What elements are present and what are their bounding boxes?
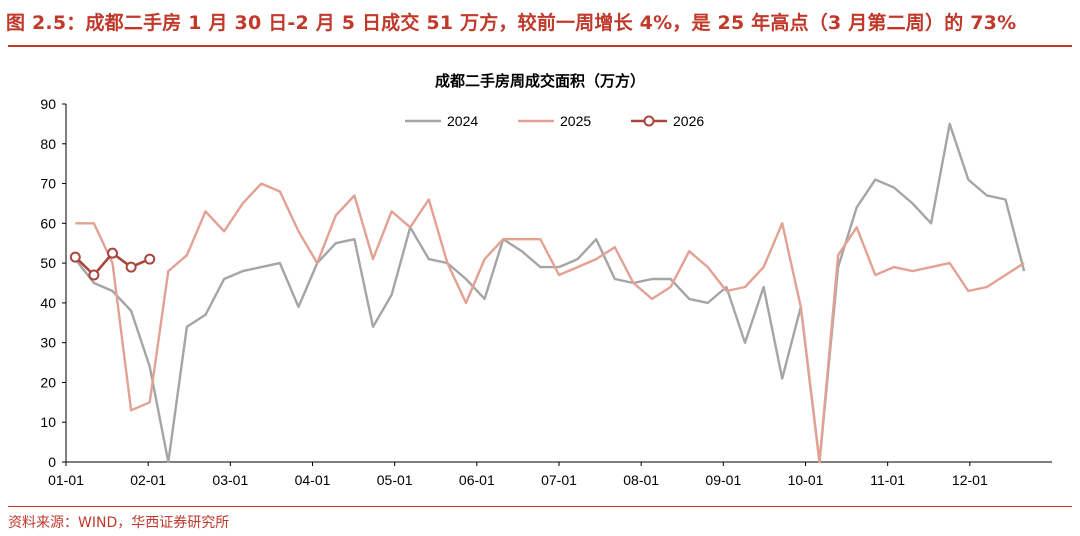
x-tick-label: 08-01: [623, 472, 659, 488]
x-tick-label: 12-01: [952, 472, 988, 488]
series-point-2026: [69, 251, 81, 263]
legend-label-2025: 2025: [560, 113, 591, 129]
caption-divider: [8, 45, 1072, 47]
series-point-2026: [88, 269, 100, 281]
y-tick-label: 80: [40, 136, 56, 152]
series-point-2026: [107, 247, 119, 259]
x-tick-label: 04-01: [295, 472, 331, 488]
y-tick-label: 40: [40, 295, 56, 311]
x-tick-label: 11-01: [870, 472, 905, 488]
x-tick-label: 09-01: [705, 472, 741, 488]
legend-label-2026: 2026: [673, 113, 704, 129]
chart-series: [69, 122, 1026, 464]
legend-label-2024: 2024: [447, 113, 478, 129]
x-tick-label: 02-01: [130, 472, 166, 488]
x-tick-label: 03-01: [212, 472, 248, 488]
chart-axes: 0 10 20 30 40 50 60 70 80 90 01-01 02-01 03-01 04-01 0…: [40, 96, 1052, 488]
x-tick-label: 06-01: [459, 472, 495, 488]
y-tick-label: 60: [40, 215, 56, 231]
figure-caption: 图 2.5：成都二手房 1 月 30 日-2 月 5 日成交 51 万方，较前一…: [6, 12, 1017, 34]
y-tick-label: 90: [40, 96, 56, 112]
y-tick-label: 10: [40, 414, 56, 430]
legend-marker-2026: [643, 115, 655, 127]
chart-title: 成都二手房周成交面积（万方）: [435, 72, 645, 90]
series-line-2025: [75, 182, 1025, 464]
x-tick-label: 01-01: [48, 472, 84, 488]
chart-legend: 2024 2025 2026: [405, 113, 704, 129]
series-point-2026: [125, 261, 137, 273]
y-tick-label: 30: [40, 335, 56, 351]
x-tick-label: 10-01: [788, 472, 824, 488]
y-tick-label: 70: [40, 176, 56, 192]
y-tick-label: 50: [40, 255, 56, 271]
source-divider: [8, 506, 1072, 507]
series-line-2024: [74, 122, 1026, 464]
y-tick-label: 0: [48, 454, 56, 470]
series-point-2026: [144, 253, 156, 265]
x-tick-label: 05-01: [377, 472, 413, 488]
source-note: 资料来源：WIND，华西证券研究所: [8, 515, 230, 531]
x-tick-label: 07-01: [541, 472, 577, 488]
y-tick-label: 20: [40, 374, 56, 390]
